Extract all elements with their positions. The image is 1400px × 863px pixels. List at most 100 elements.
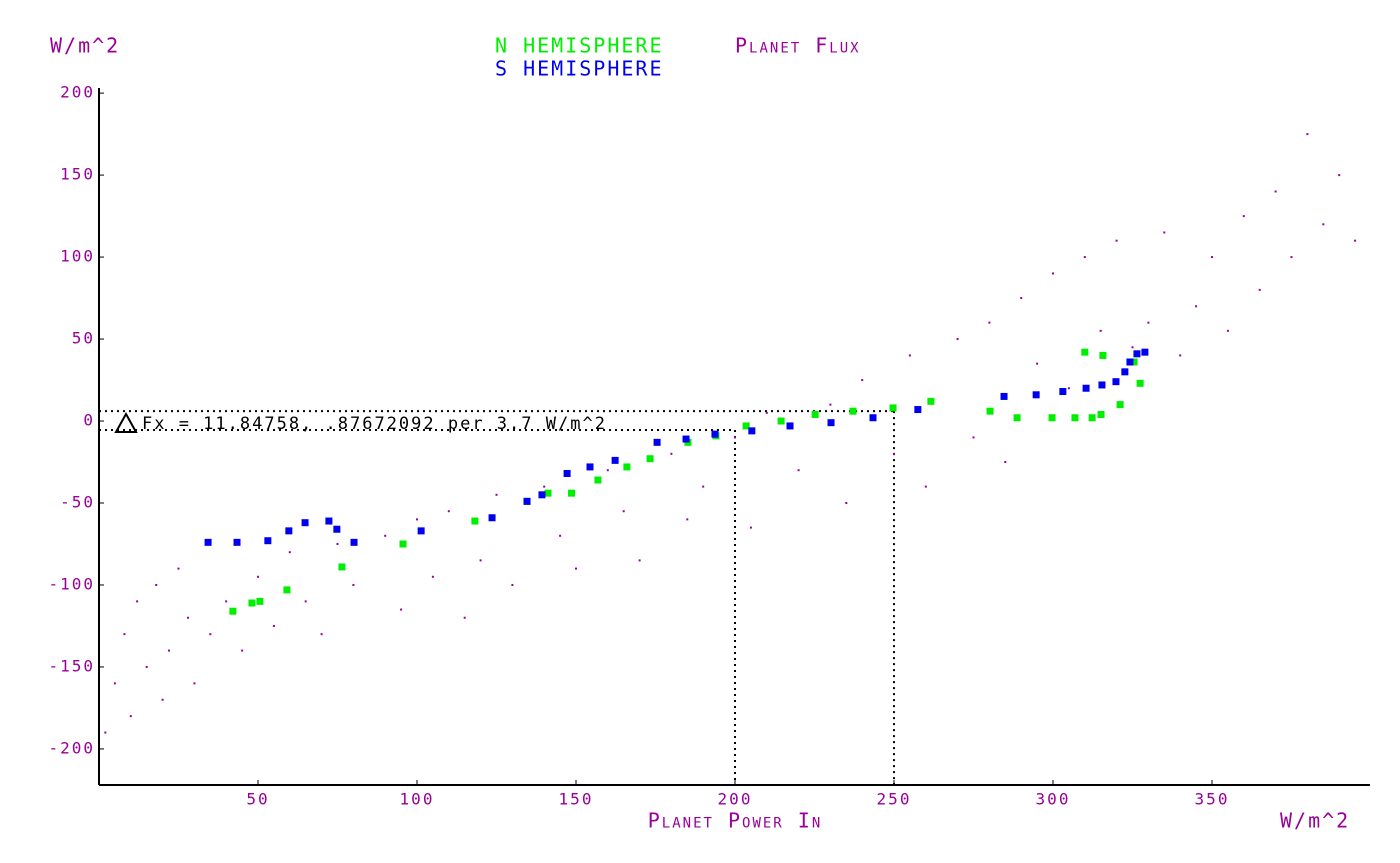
x-tick-label: 50 xyxy=(246,790,269,809)
y-tick-label: 0 xyxy=(83,411,95,430)
y-tick-label: 200 xyxy=(60,83,95,102)
point xyxy=(734,436,736,439)
point xyxy=(1020,297,1023,300)
point xyxy=(447,510,450,513)
point xyxy=(927,397,935,405)
point xyxy=(113,682,116,685)
point xyxy=(145,665,148,668)
x-tick-label: 250 xyxy=(877,790,912,809)
point xyxy=(827,419,835,427)
point xyxy=(301,519,309,527)
point xyxy=(845,502,848,504)
point xyxy=(1322,223,1325,226)
point xyxy=(1226,329,1229,332)
point xyxy=(889,404,897,412)
point xyxy=(264,537,272,545)
point xyxy=(869,414,877,422)
point xyxy=(333,525,341,533)
x-tick-label: 150 xyxy=(559,790,594,809)
point xyxy=(538,491,546,499)
point xyxy=(431,575,434,578)
delta-symbol xyxy=(114,411,138,433)
point xyxy=(225,600,228,603)
point xyxy=(123,633,126,636)
y-tick-label: -200 xyxy=(48,738,95,757)
point xyxy=(495,493,498,496)
legend-n: N HEMISPHERE xyxy=(495,34,664,58)
point xyxy=(155,583,158,586)
point xyxy=(1338,174,1341,177)
point xyxy=(1099,329,1102,332)
point xyxy=(686,518,689,521)
point xyxy=(563,469,571,477)
point xyxy=(811,410,819,418)
point xyxy=(416,518,418,521)
point xyxy=(1081,348,1089,356)
point xyxy=(861,379,864,382)
point xyxy=(1032,391,1040,399)
point xyxy=(400,608,403,611)
point xyxy=(1131,346,1134,349)
point xyxy=(924,485,927,488)
y-tick-label: -100 xyxy=(48,574,95,593)
y-unit: W/m^2 xyxy=(50,34,120,58)
point xyxy=(1163,231,1166,234)
point xyxy=(606,469,609,472)
point xyxy=(893,452,895,455)
x-tick-label: 300 xyxy=(1036,790,1071,809)
point xyxy=(611,456,619,464)
point xyxy=(241,649,244,652)
point xyxy=(1116,401,1124,409)
point xyxy=(1290,256,1293,259)
point xyxy=(986,407,994,415)
point xyxy=(471,517,479,525)
point xyxy=(543,485,546,488)
point xyxy=(786,422,794,430)
x-tick-label: 350 xyxy=(1195,790,1230,809)
point xyxy=(336,542,339,545)
point xyxy=(304,600,307,603)
point xyxy=(283,586,291,594)
point xyxy=(463,616,466,619)
point xyxy=(129,715,132,718)
point xyxy=(1115,239,1118,242)
x-axis-label: Planet Power In xyxy=(648,809,823,833)
point xyxy=(1147,321,1150,324)
point xyxy=(1036,362,1039,365)
point xyxy=(193,682,196,685)
point xyxy=(288,551,291,554)
point xyxy=(204,538,212,546)
y-tick-label: 150 xyxy=(60,165,95,184)
point xyxy=(256,597,264,605)
point xyxy=(777,417,785,425)
point xyxy=(646,455,654,463)
point xyxy=(1071,414,1079,422)
point xyxy=(1126,358,1134,366)
point xyxy=(1097,410,1105,418)
point xyxy=(1052,272,1054,275)
point xyxy=(559,534,562,537)
point xyxy=(233,538,241,546)
point xyxy=(682,435,690,443)
annotation: Fx = 11.84758, .87672092 per 3.7 W/m^2 xyxy=(142,414,607,434)
point xyxy=(285,527,293,535)
point xyxy=(586,463,594,471)
point xyxy=(1121,368,1129,376)
point xyxy=(797,469,800,472)
point xyxy=(1258,288,1261,291)
point xyxy=(1141,348,1149,356)
point xyxy=(849,407,857,415)
point xyxy=(161,698,164,701)
point xyxy=(1088,414,1096,422)
y-tick-label: 50 xyxy=(72,329,95,348)
point xyxy=(749,526,752,529)
point xyxy=(104,731,107,734)
point xyxy=(399,540,407,548)
point xyxy=(1306,133,1309,136)
point xyxy=(177,567,180,570)
point xyxy=(765,411,768,414)
point xyxy=(511,583,514,586)
point xyxy=(1179,354,1182,357)
point xyxy=(711,430,719,438)
